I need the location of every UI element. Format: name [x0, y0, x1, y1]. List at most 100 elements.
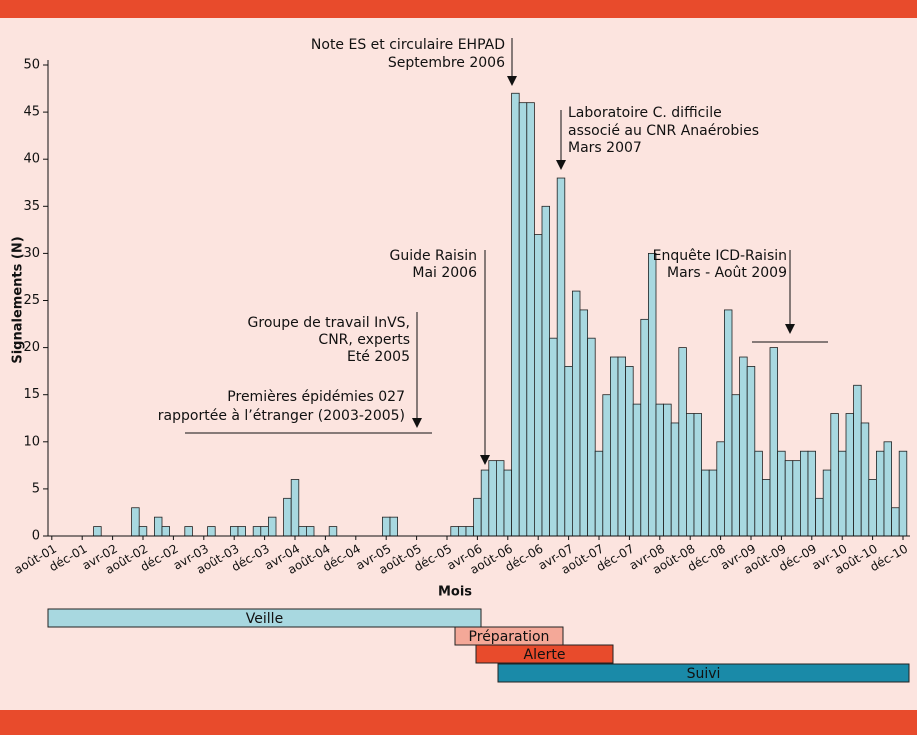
bar	[549, 337, 558, 537]
bar	[229, 526, 239, 537]
annotation-text: Septembre 2006	[388, 55, 505, 71]
bar	[883, 441, 892, 537]
annotation-text: Mai 2006	[412, 265, 477, 281]
annotation-text: CNR, experts	[318, 332, 410, 348]
bar	[207, 526, 216, 537]
phase-label: Préparation	[469, 629, 550, 645]
bar	[632, 403, 642, 537]
arrow-head	[480, 455, 490, 465]
bar	[746, 366, 756, 537]
bar	[830, 413, 839, 537]
bar	[860, 422, 870, 537]
phase-bar	[497, 663, 910, 683]
bar	[260, 526, 269, 537]
bar	[237, 526, 246, 537]
bottom-band	[0, 710, 917, 735]
y-tick-label: 40	[23, 152, 40, 167]
annotation-text: rapportée à l’étranger (2003-2005)	[158, 408, 405, 424]
bar	[495, 460, 505, 537]
annotation-text: Enquête ICD-Raisin	[653, 248, 787, 264]
phase-bar	[47, 608, 482, 628]
bar	[290, 479, 300, 537]
bar	[457, 526, 467, 537]
bar	[678, 347, 687, 537]
annotation: Enquête ICD-Raisin Mars - Août 2009	[653, 248, 828, 343]
bar	[283, 497, 292, 537]
bar	[891, 507, 900, 537]
y-tick-label: 0	[32, 529, 40, 544]
bar	[853, 384, 862, 537]
bar	[381, 516, 391, 537]
annotation-text: associé au CNR Anaérobies	[568, 123, 759, 139]
bar	[153, 516, 163, 537]
bar	[518, 102, 528, 537]
bar	[488, 460, 497, 537]
y-tick-label: 45	[23, 105, 40, 120]
bar	[822, 469, 832, 537]
bar	[480, 469, 490, 537]
y-tick-label: 15	[23, 387, 40, 402]
annotation-text: Guide Raisin	[389, 248, 477, 264]
bar	[138, 526, 148, 537]
bar	[131, 507, 140, 537]
bar	[572, 290, 581, 537]
phase-bar	[475, 644, 614, 664]
bar	[534, 234, 543, 537]
bar	[898, 450, 908, 537]
phase-label: Veille	[246, 611, 283, 627]
bar	[769, 347, 778, 537]
bar	[838, 450, 847, 537]
bar	[610, 356, 619, 537]
bar	[594, 450, 604, 537]
bar	[389, 516, 398, 537]
bar	[161, 526, 170, 537]
annotation-text: Note ES et circulaire EHPAD	[311, 37, 505, 53]
bar	[845, 413, 854, 537]
annotation: Groupe de travail InVS, CNR, experts Eté…	[248, 312, 422, 428]
bar	[298, 526, 307, 537]
annotation: Premières épidémies 027 rapportée à l’ét…	[158, 389, 432, 434]
x-axis-label: Mois	[438, 585, 472, 600]
y-axis-label: Signalements (N)	[11, 236, 26, 363]
bar	[807, 450, 816, 537]
phase-label: Alerte	[524, 647, 566, 663]
bar	[511, 92, 520, 537]
bar	[465, 526, 474, 537]
phase-label: Suivi	[687, 666, 721, 682]
bar	[267, 516, 277, 537]
bar	[93, 526, 102, 537]
bar	[305, 526, 315, 537]
phases: Veille Préparation Alerte Suivi	[47, 608, 910, 683]
bar	[731, 394, 740, 537]
bar	[579, 309, 588, 537]
bar	[724, 309, 733, 537]
bar	[602, 394, 611, 537]
annotation-text: Mars 2007	[568, 140, 642, 156]
bar	[876, 450, 885, 537]
bar	[450, 526, 459, 537]
bar	[541, 205, 550, 537]
annotation-text: Premières épidémies 027	[227, 389, 405, 405]
bar	[815, 497, 824, 537]
bar	[701, 469, 710, 537]
bar	[617, 356, 626, 537]
bar	[670, 422, 680, 537]
bar	[868, 479, 877, 537]
bar	[640, 318, 649, 537]
arrow-head	[556, 160, 566, 170]
bar	[556, 177, 566, 537]
annotation: Laboratoire C. difficile associé au CNR …	[556, 105, 759, 170]
bar	[708, 469, 718, 537]
y-tick-label: 50	[23, 58, 40, 73]
bar	[777, 450, 786, 537]
y-tick-label: 35	[23, 199, 40, 214]
bar	[184, 526, 193, 537]
arrow-head	[412, 418, 422, 428]
annotation: Guide Raisin Mai 2006	[389, 248, 490, 465]
y-tick-label: 20	[23, 340, 40, 355]
annotation-text: Eté 2005	[347, 349, 410, 365]
bar	[655, 403, 664, 537]
bar	[252, 526, 262, 537]
bar	[693, 413, 702, 537]
